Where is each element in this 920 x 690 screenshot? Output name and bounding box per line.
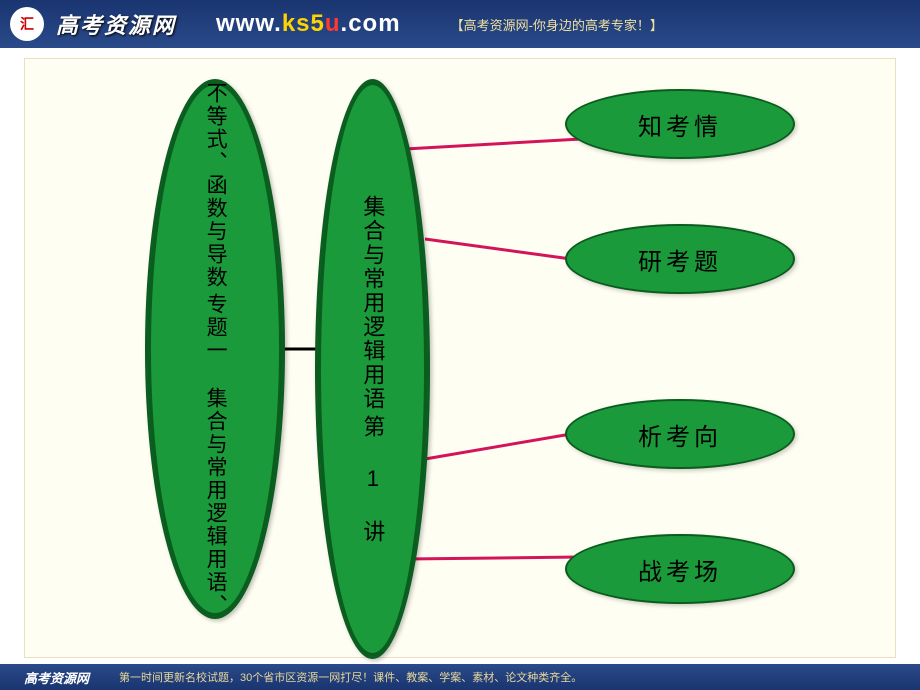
url-ks5: ks5 xyxy=(282,10,325,37)
footer-text: 第一时间更新名校试题，30个省市区资源一网打尽！课件、教案、学案、素材、论文种类… xyxy=(119,669,582,685)
topic-1-text: 专题一 集合与常用逻辑用语、 不等式、函数与导数 xyxy=(201,82,229,617)
logo-icon: 汇 xyxy=(10,7,44,41)
pill-know-exam[interactable]: 知考情 xyxy=(565,89,795,159)
diagram-canvas: 专题一 集合与常用逻辑用语、 不等式、函数与导数 第 1 讲 集合与常用逻辑用语… xyxy=(24,58,896,658)
site-logo-text: 高考资源网 xyxy=(56,8,176,40)
topic-2-col-1: 集合与常用逻辑用语 xyxy=(358,195,388,411)
url-u: u xyxy=(325,10,341,37)
url-www: www xyxy=(216,10,274,37)
topic-2-col-0: 第 1 讲 xyxy=(358,415,388,544)
topic-ellipse-2: 第 1 讲 集合与常用逻辑用语 xyxy=(315,79,430,659)
header-tagline: 【高考资源网-你身边的高考专家！】 xyxy=(451,15,663,34)
pill-tackle-exam[interactable]: 战考场 xyxy=(565,534,795,604)
footer-bar: 高考资源网 第一时间更新名校试题，30个省市区资源一网打尽！课件、教案、学案、素… xyxy=(0,664,920,690)
url-com: com xyxy=(348,10,400,37)
pill-2-label: 研考题 xyxy=(638,242,722,277)
pill-study-questions[interactable]: 研考题 xyxy=(565,224,795,294)
pill-3-label: 析考向 xyxy=(638,417,722,452)
pill-4-label: 战考场 xyxy=(638,552,722,587)
site-url: www.ks5u.com xyxy=(216,10,401,38)
topic-1-col-0: 专题一 集合与常用逻辑用语、 xyxy=(201,293,229,617)
topic-2-text: 第 1 讲 集合与常用逻辑用语 xyxy=(358,195,388,544)
topic-ellipse-1: 专题一 集合与常用逻辑用语、 不等式、函数与导数 xyxy=(145,79,285,619)
header-bar: 汇 高考资源网 www.ks5u.com 【高考资源网-你身边的高考专家！】 xyxy=(0,0,920,48)
topic-1-col-1: 不等式、函数与导数 xyxy=(201,82,229,289)
pill-analyze-direction[interactable]: 析考向 xyxy=(565,399,795,469)
pill-1-label: 知考情 xyxy=(638,107,722,142)
url-dot1: . xyxy=(274,10,282,37)
footer-logo: 高考资源网 xyxy=(24,668,89,687)
